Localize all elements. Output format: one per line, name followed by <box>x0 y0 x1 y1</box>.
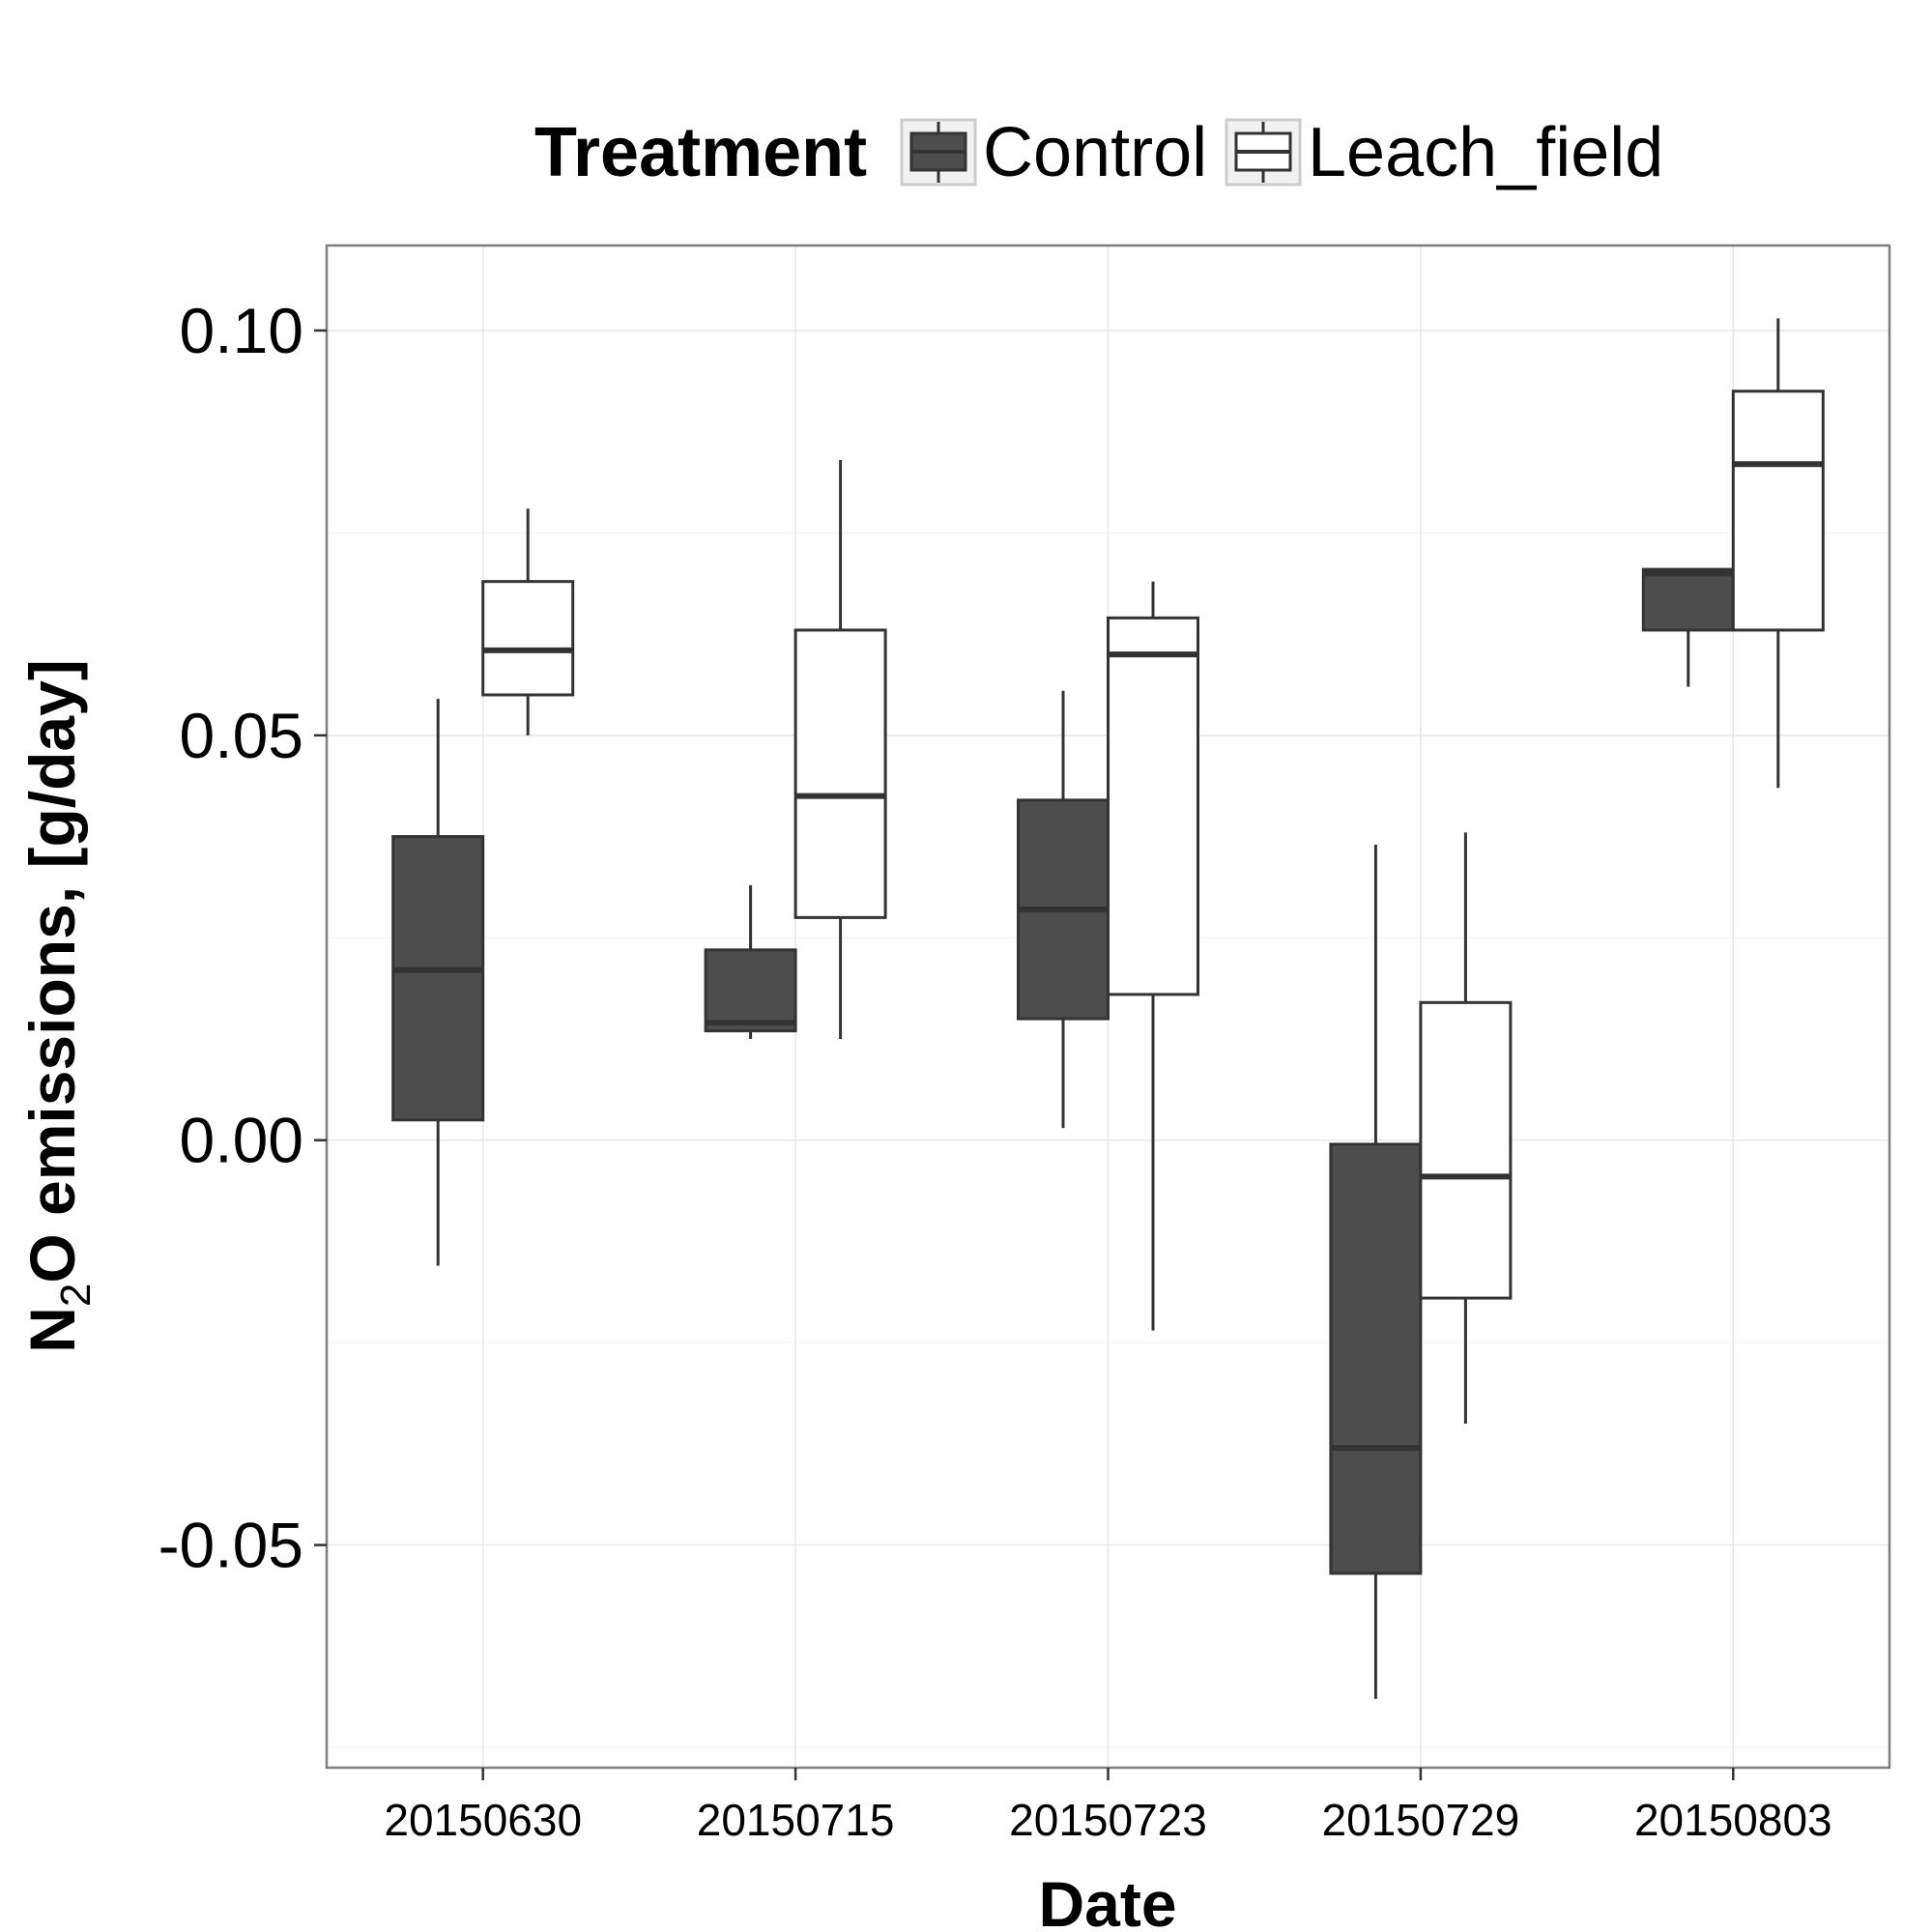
legend-key-control <box>900 118 977 187</box>
x-tick-label: 20150803 <box>1634 1795 1832 1845</box>
y-axis-title-part-rest: O emissions, [g/day] <box>16 659 88 1283</box>
x-tick-label: 20150729 <box>1322 1795 1520 1845</box>
x-tick-label: 20150630 <box>384 1795 582 1845</box>
box-control <box>704 884 797 1040</box>
box-control <box>1641 567 1735 687</box>
x-tick-label: 20150723 <box>1009 1795 1207 1845</box>
y-axis-title-part-n: N <box>16 1307 88 1353</box>
x-axis: 20150630 20150715 20150723 20150729 20150803 <box>384 1768 1832 1845</box>
boxes <box>391 318 1825 1699</box>
box-leach-field <box>1107 581 1199 1331</box>
box-control <box>1329 844 1423 1699</box>
box-iqr <box>1419 1000 1513 1300</box>
legend-label-control: Control <box>983 114 1207 191</box>
box-iqr <box>793 628 887 919</box>
y-axis-title-subscript: 2 <box>52 1283 100 1307</box>
legend-key-leach-field <box>1225 118 1302 187</box>
box-iqr <box>1641 567 1735 632</box>
x-axis-title: Date <box>1038 1868 1176 1932</box>
y-tick-label: 0.00 <box>180 1105 303 1176</box>
box-iqr <box>704 948 797 1033</box>
y-tick-label: -0.05 <box>159 1510 303 1581</box>
legend-label-leach-field: Leach_field <box>1308 114 1663 191</box>
y-axis: -0.05 0.00 0.05 0.10 <box>159 295 327 1581</box>
y-tick-label: 0.10 <box>180 295 303 366</box>
box-leach-field <box>1731 318 1825 789</box>
legend: Treatment Control Leach_field <box>534 114 1663 191</box>
box-leach-field <box>1419 832 1513 1424</box>
box-iqr <box>1329 1142 1423 1575</box>
box-iqr <box>481 580 575 697</box>
legend-title: Treatment <box>534 114 867 191</box>
x-tick-label: 20150715 <box>697 1795 895 1845</box>
y-tick-label: 0.05 <box>180 700 303 771</box>
box-iqr <box>391 835 485 1122</box>
box-iqr <box>1107 616 1199 996</box>
box-leach-field <box>481 508 575 735</box>
box-control <box>391 699 485 1266</box>
box-iqr <box>1731 389 1825 632</box>
y-axis-title: N2O emissions, [g/day] <box>16 659 100 1353</box>
box-leach-field <box>793 460 887 1040</box>
